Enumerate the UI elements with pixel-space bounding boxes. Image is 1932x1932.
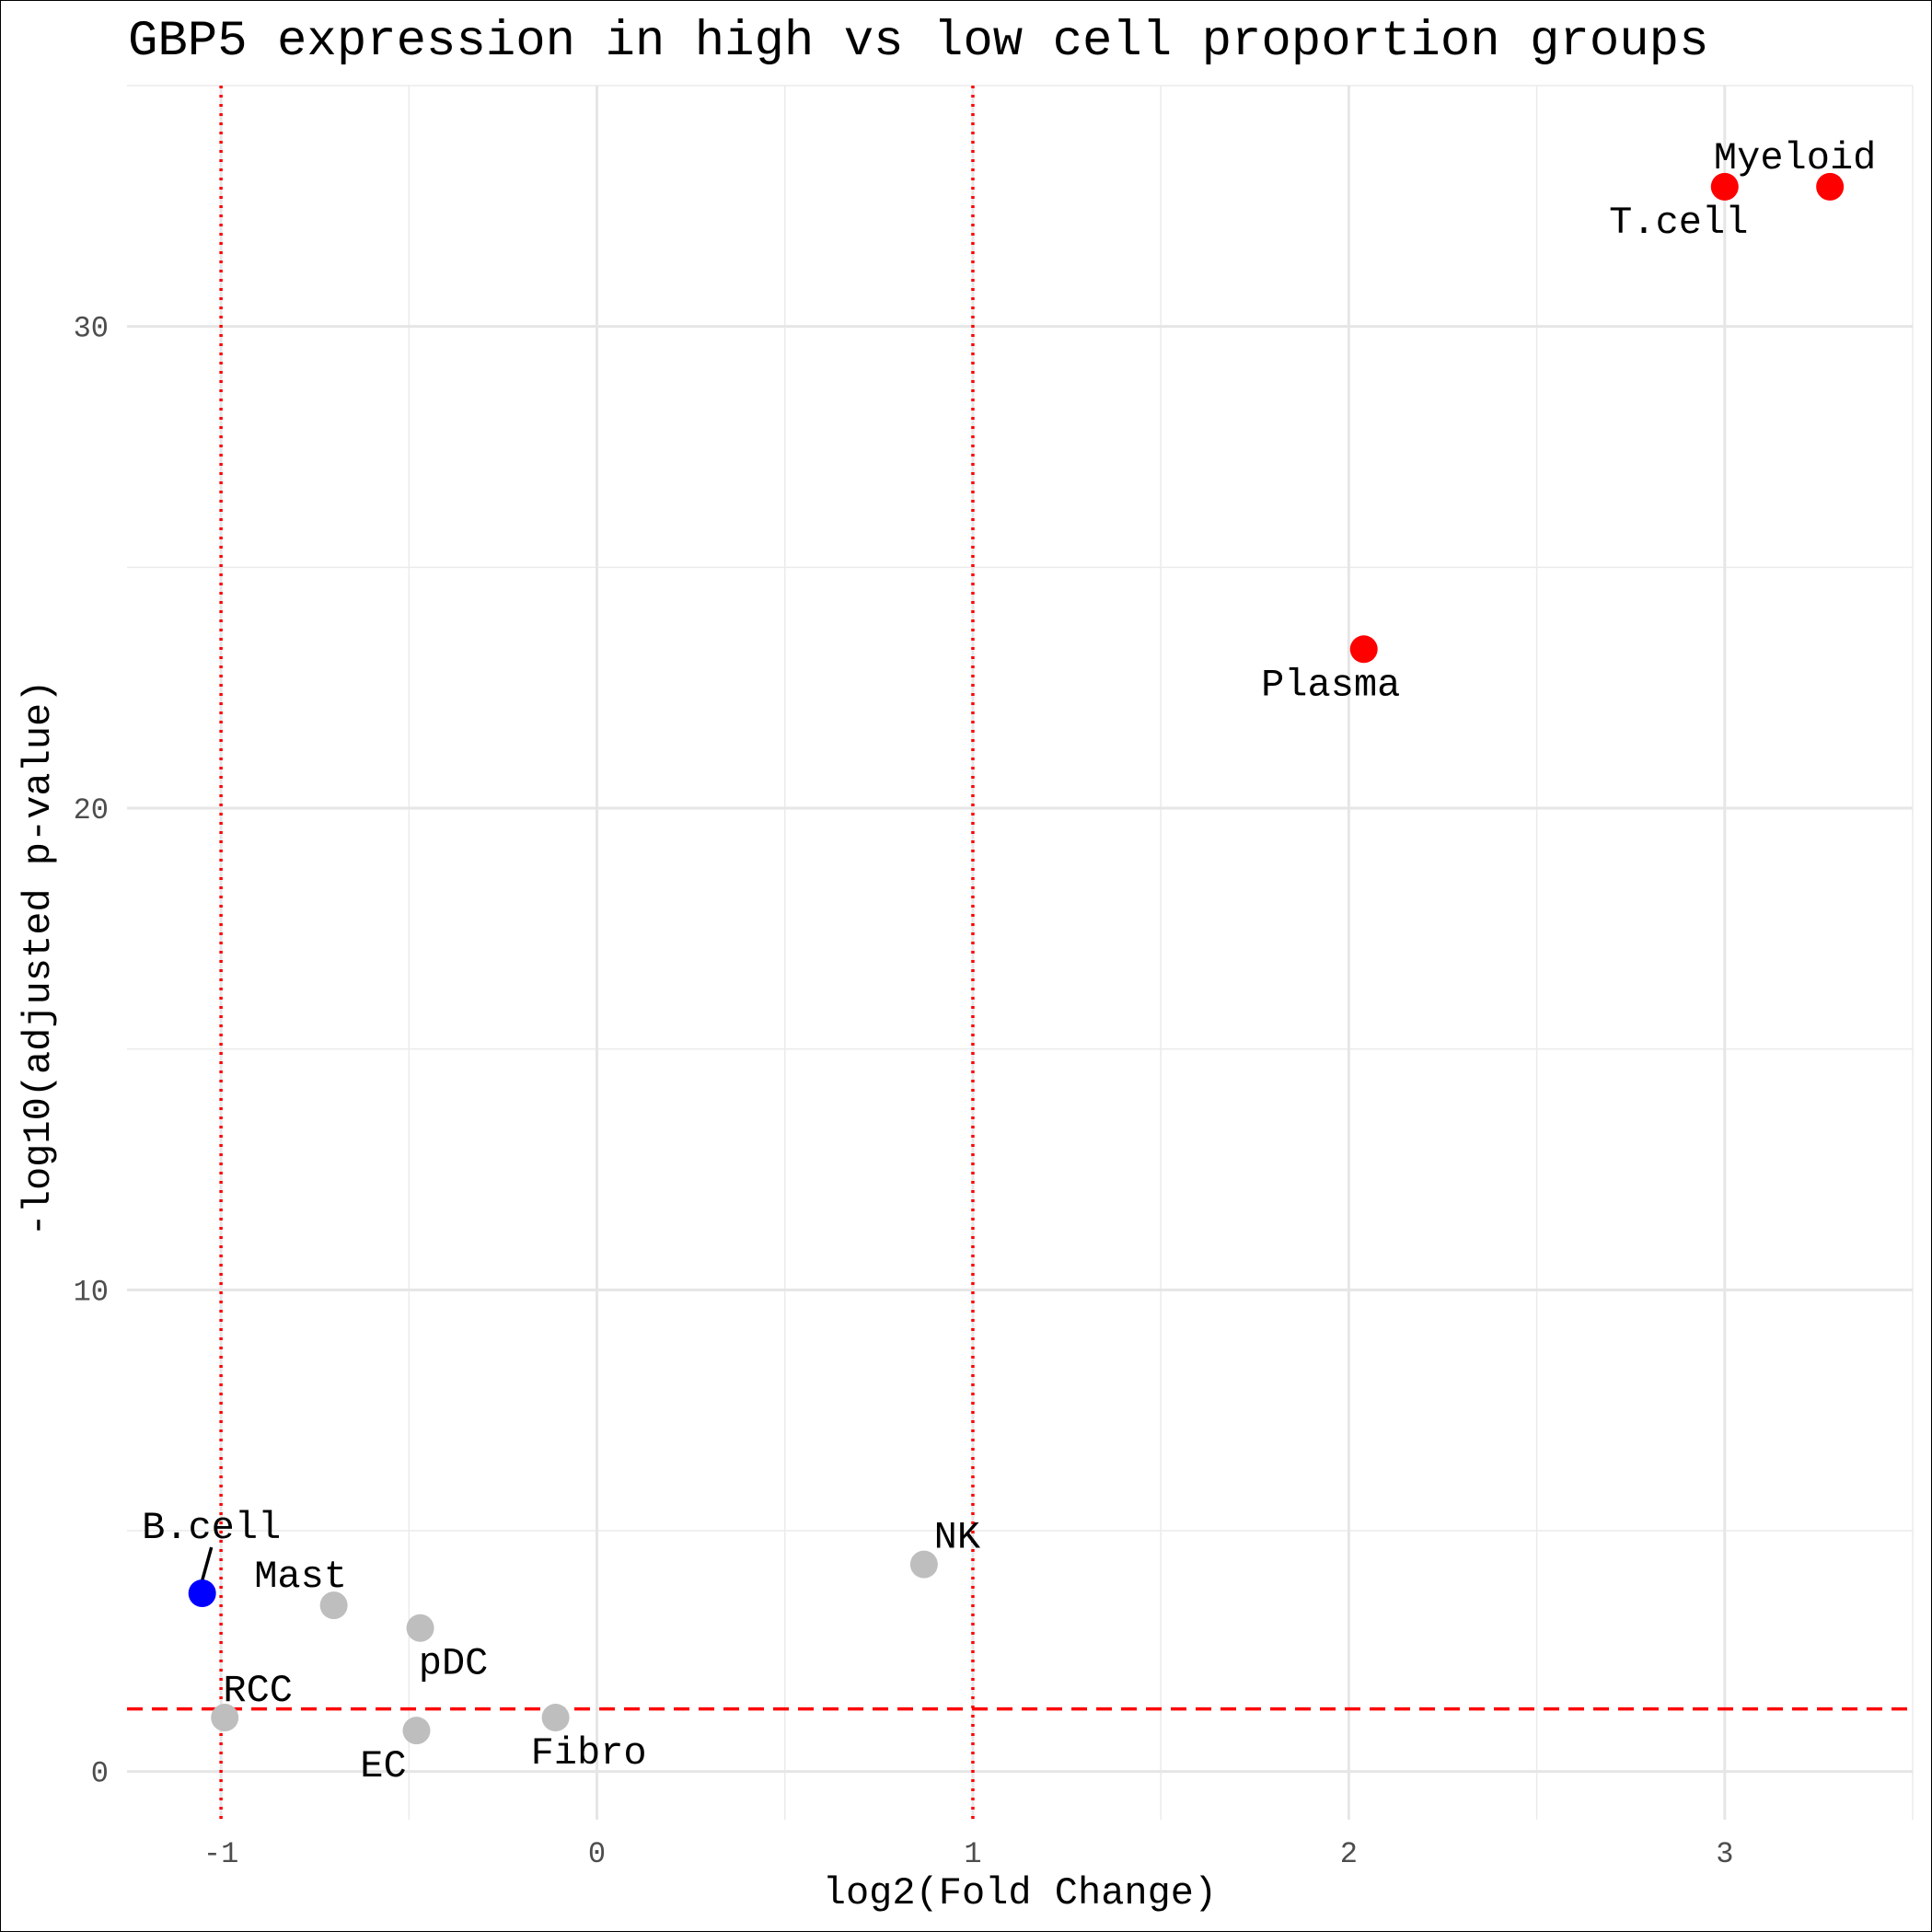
chart-title: GBP5 expression in high vs low cell prop… [128, 14, 1708, 70]
point-label-myeloid: Myeloid [1714, 136, 1876, 180]
point-label-mast: Mast [254, 1555, 347, 1599]
point-plasma [1349, 635, 1378, 664]
y-axis-title: -log10(adjusted p-value) [17, 680, 61, 1237]
point-mast [319, 1591, 348, 1620]
x-tick-label: 2 [1340, 1837, 1358, 1871]
label-connectors [200, 1546, 214, 1581]
point-label-b-cell: B.cell [142, 1506, 281, 1550]
x-tick-label: 1 [964, 1837, 981, 1871]
point-b-cell [188, 1579, 216, 1608]
data-points [188, 172, 1845, 1745]
point-label-ec: EC [360, 1744, 406, 1788]
point-labels: Myeloid T.cell Plasma NK B.cell Mast pDC RCC EC F… [142, 136, 1876, 1788]
point-label-rcc: RCC [223, 1669, 293, 1713]
point-t-cell [1710, 172, 1739, 201]
point-label-fibro: Fibro [531, 1731, 647, 1776]
x-tick-label: -1 [203, 1837, 238, 1871]
point-label-t-cell: T.cell [1609, 201, 1748, 245]
point-label-nk: NK [934, 1516, 981, 1560]
point-pdc [406, 1614, 434, 1642]
y-tick-label: 20 [74, 793, 109, 827]
point-nk [909, 1550, 938, 1579]
grid-lines [127, 85, 1914, 1820]
point-label-pdc: pDC [419, 1642, 489, 1686]
x-tick-label: 3 [1716, 1837, 1733, 1871]
reference-lines [127, 86, 1913, 1820]
connector-b-cell [200, 1546, 214, 1581]
point-fibro [541, 1704, 570, 1732]
y-tick-label: 0 [91, 1757, 109, 1791]
point-ec [402, 1717, 431, 1745]
y-tick-label: 30 [74, 312, 109, 346]
x-tick-label: 0 [588, 1837, 606, 1871]
y-tick-label: 10 [74, 1275, 109, 1309]
x-axis-title: log2(Fold Change) [823, 1871, 1217, 1915]
point-label-plasma: Plasma [1261, 663, 1400, 707]
point-rcc [211, 1704, 239, 1732]
point-myeloid [1816, 172, 1845, 201]
